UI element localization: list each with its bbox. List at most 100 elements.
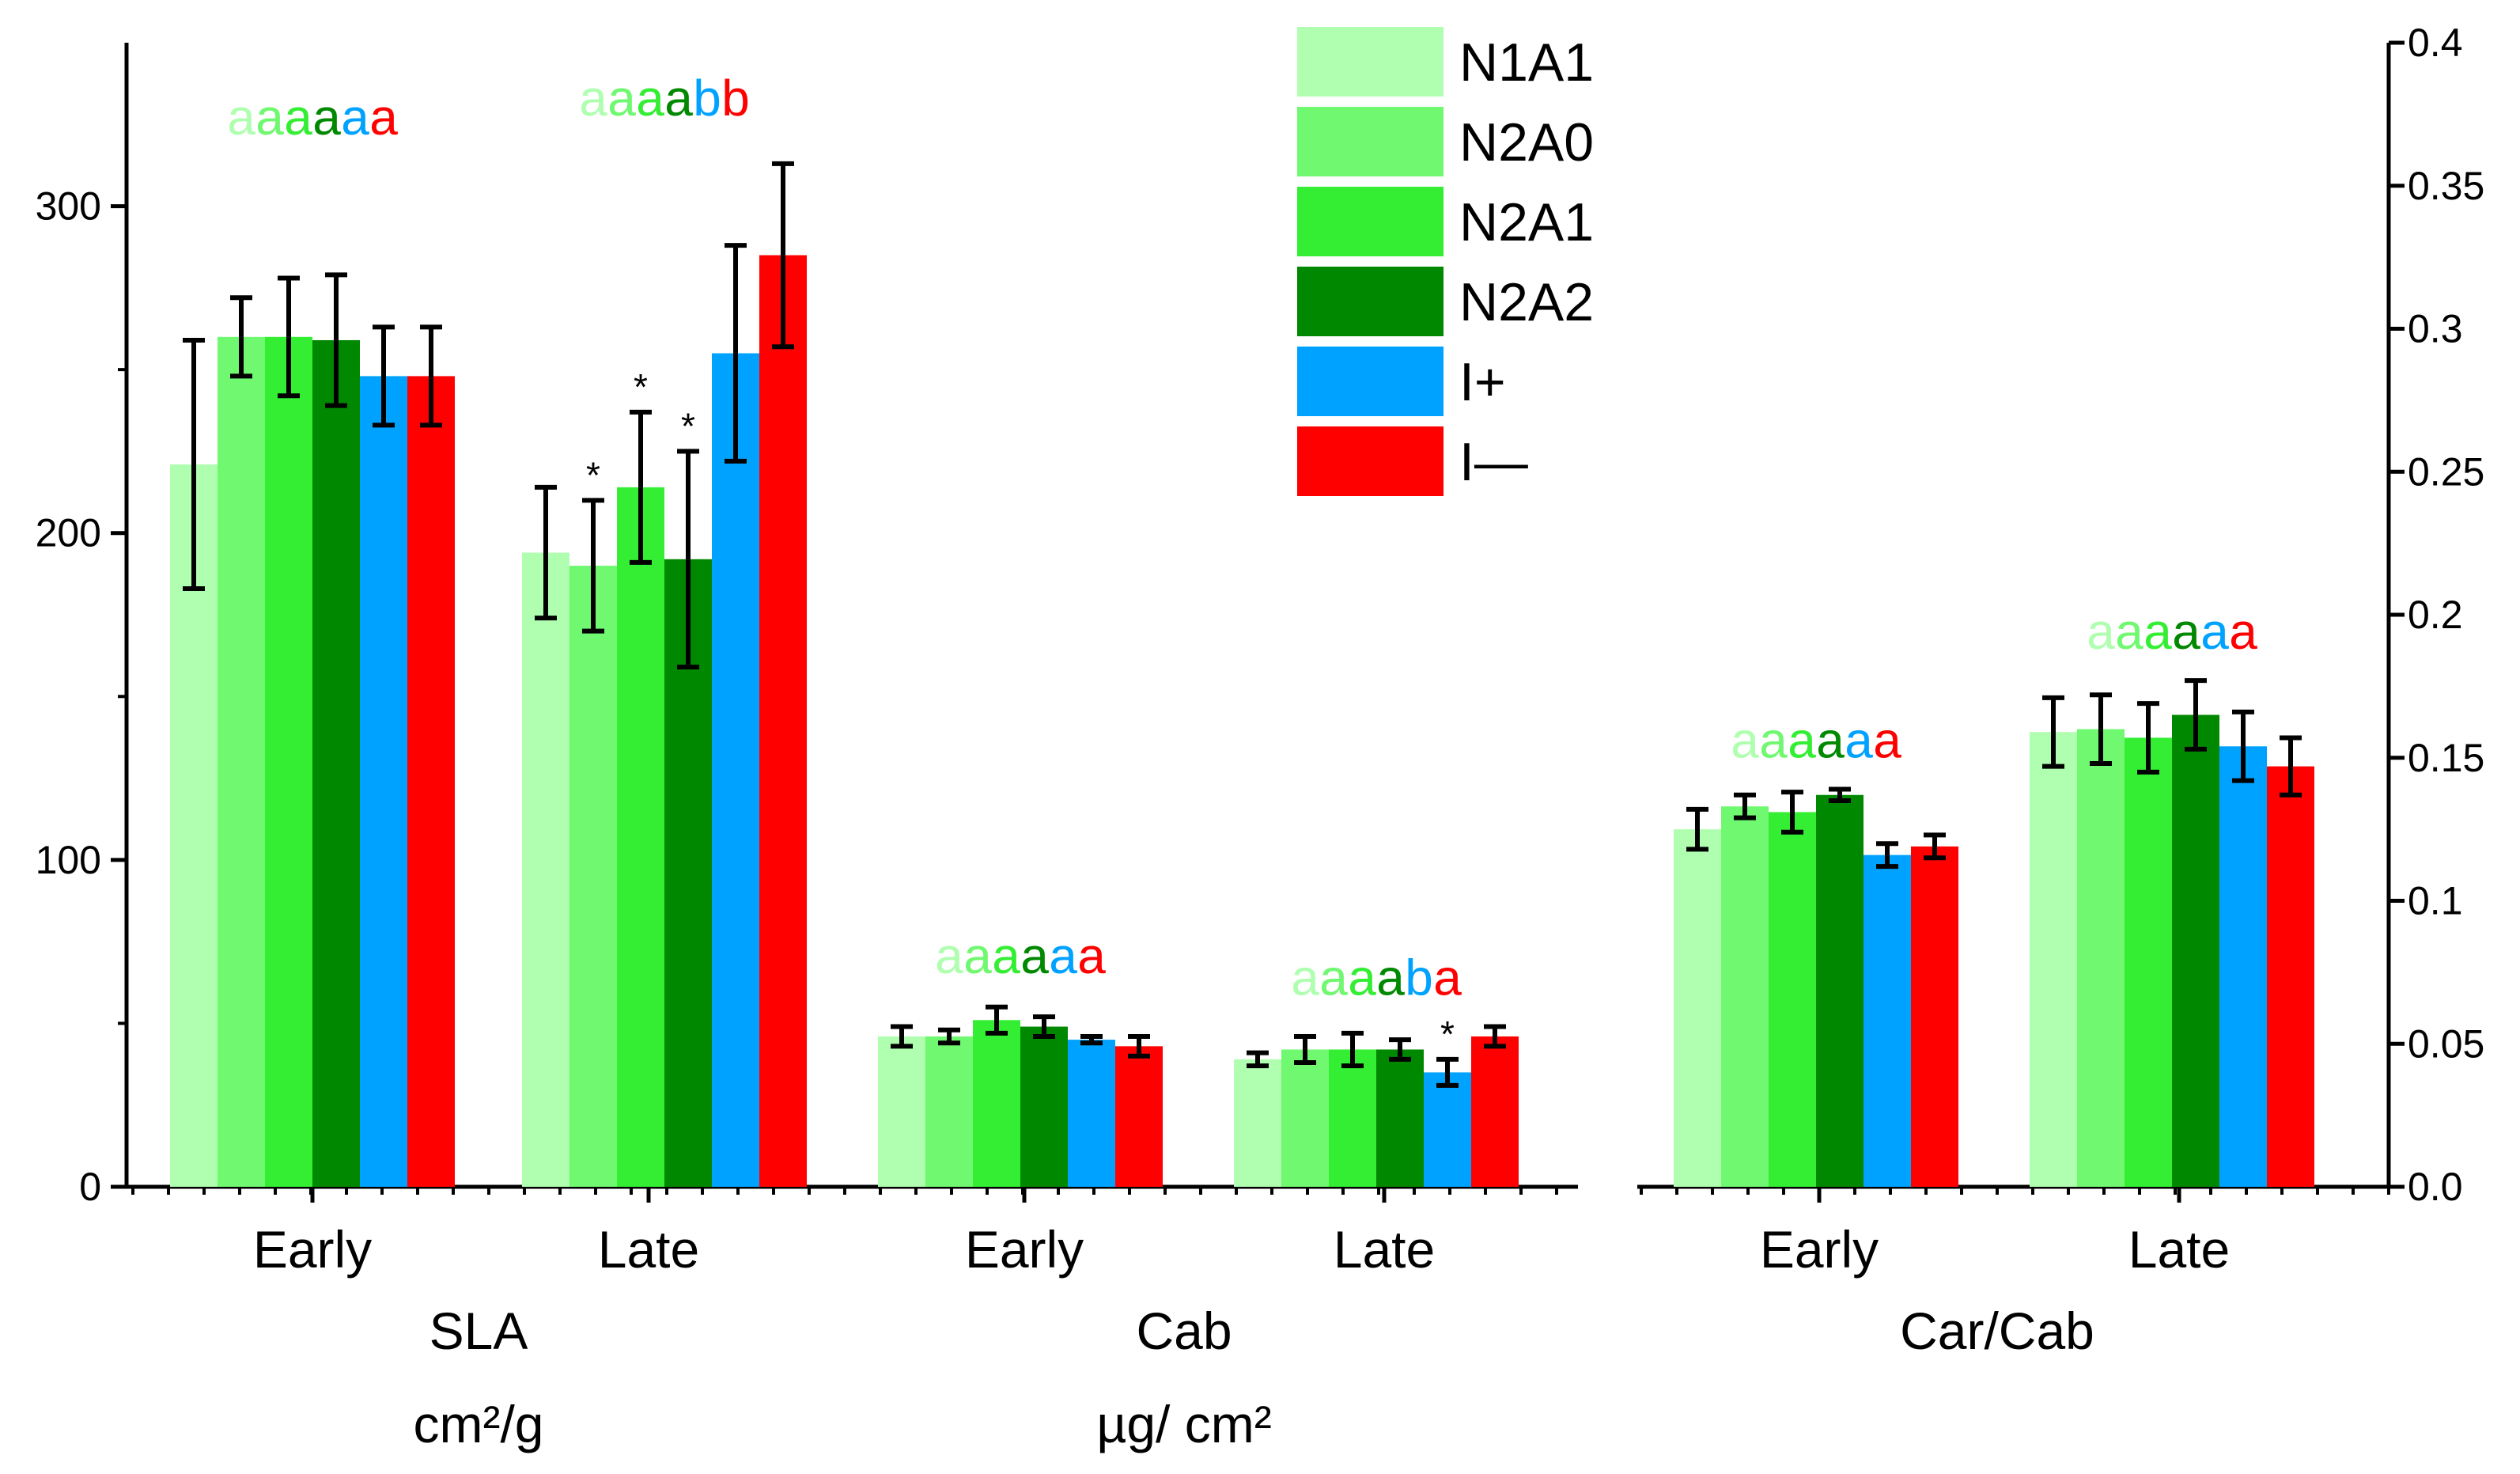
significance-letter: a <box>1049 927 1077 984</box>
significance-letter: a <box>1816 712 1845 769</box>
bar <box>2030 732 2077 1187</box>
group-unit: cm²/g <box>414 1395 544 1453</box>
significance-letter: a <box>1319 949 1348 1006</box>
significance-letter: a <box>1845 712 1873 769</box>
bar <box>2172 714 2219 1187</box>
significance-letter: a <box>2229 603 2257 660</box>
right-tick-label: 0.2 <box>2408 593 2463 637</box>
significance-letter: a <box>2087 603 2115 660</box>
bar <box>878 1036 925 1187</box>
bar <box>1424 1072 1471 1187</box>
significance-letter: a <box>1376 949 1405 1006</box>
legend-swatch <box>1297 187 1444 256</box>
significance-letter: a <box>1077 927 1106 984</box>
significance-letter: a <box>2200 603 2229 660</box>
significance-star: * <box>1440 1014 1455 1055</box>
bar <box>1234 1059 1281 1187</box>
significance-letter: a <box>227 89 255 146</box>
axis-labels: Early Late SLA cm²/g Early Late Cab µg/ cm² Earl… <box>253 1220 2230 1453</box>
right-tick-label: 0.15 <box>2408 736 2484 780</box>
bar <box>1115 1046 1163 1187</box>
significance-letter: a <box>579 70 607 127</box>
significance-letter: b <box>1405 949 1433 1006</box>
bar <box>2125 737 2172 1187</box>
significance-letter: a <box>341 89 369 146</box>
significance-star: * <box>586 454 600 495</box>
significance-letter: a <box>1291 949 1319 1006</box>
right-tick-label: 0.3 <box>2408 307 2463 351</box>
significance-letter: a <box>935 927 963 984</box>
bar <box>1376 1049 1424 1187</box>
significance-letter: a <box>1020 927 1049 984</box>
error-bars <box>183 161 2302 1088</box>
category-label: Late <box>598 1220 699 1279</box>
significance-letter: a <box>963 927 992 984</box>
significance-letter: a <box>1731 712 1759 769</box>
bar <box>265 336 312 1187</box>
category-label: Early <box>253 1220 372 1279</box>
right-tick-label: 0.25 <box>2408 449 2484 494</box>
legend-swatch <box>1297 267 1444 336</box>
group-label: Car/Cab <box>1900 1302 2094 1360</box>
bar <box>1721 806 1769 1187</box>
significance-letter: a <box>607 70 636 127</box>
bar <box>2267 766 2314 1187</box>
significance-letter: a <box>636 70 664 127</box>
significance-letter: a <box>2115 603 2144 660</box>
significance-letters: a a a a a a***a a a a b ba a a a a a*a a a a b aa a a a a aa a a a a a <box>227 70 2257 1055</box>
legend-swatch <box>1297 107 1444 176</box>
legend-swatch <box>1297 347 1444 416</box>
significance-letter: a <box>1788 712 1816 769</box>
bar <box>360 376 407 1187</box>
bar <box>1471 1036 1519 1187</box>
legend-swatch <box>1297 426 1444 496</box>
bar <box>522 552 569 1187</box>
significance-letter: a <box>1873 712 1901 769</box>
left-tick-label: 200 <box>36 511 101 555</box>
legend-label: N1A1 <box>1459 32 1594 93</box>
significance-letter: a <box>1433 949 1462 1006</box>
category-label: Early <box>965 1220 1084 1279</box>
right-tick-label: 0.35 <box>2408 164 2484 208</box>
bar <box>312 339 360 1188</box>
bars <box>170 255 2314 1188</box>
bar <box>1769 812 1816 1187</box>
right-tick-label: 0.05 <box>2408 1021 2484 1066</box>
significance-letter: a <box>1759 712 1788 769</box>
bar <box>1816 794 1864 1187</box>
legend-swatch <box>1297 27 1444 97</box>
legend-label: I— <box>1459 432 1528 492</box>
significance-letter: b <box>693 70 721 127</box>
significance-letter: a <box>664 70 693 127</box>
significance-letter: b <box>721 70 750 127</box>
legend-label: I+ <box>1459 352 1506 412</box>
left-tick-label: 0 <box>79 1165 101 1209</box>
significance-letter: a <box>255 89 284 146</box>
category-label: Late <box>1334 1220 1435 1279</box>
significance-letter: a <box>312 89 341 146</box>
bar <box>2219 746 2267 1187</box>
significance-letter: a <box>369 89 398 146</box>
bar <box>617 487 664 1187</box>
bar <box>569 566 617 1187</box>
bar <box>712 353 759 1187</box>
bar <box>218 336 265 1187</box>
significance-star: * <box>634 366 648 407</box>
bar <box>2077 729 2125 1187</box>
group-label: Cab <box>1136 1302 1232 1360</box>
bar <box>759 255 807 1187</box>
right-tick-label: 0.1 <box>2408 879 2463 923</box>
significance-letter: a <box>284 89 312 146</box>
category-label: Early <box>1760 1220 1879 1279</box>
bar <box>1020 1026 1068 1187</box>
bar <box>1911 846 1958 1187</box>
bar <box>1864 854 1911 1187</box>
legend-label: N2A0 <box>1459 112 1594 172</box>
legend-label: N2A1 <box>1459 192 1594 252</box>
legend-label: N2A2 <box>1459 272 1594 332</box>
group-label: SLA <box>429 1302 528 1360</box>
category-label: Late <box>2128 1220 2230 1279</box>
significance-letter: a <box>992 927 1020 984</box>
right-tick-label: 0.0 <box>2408 1165 2463 1209</box>
significance-letter: a <box>1348 949 1376 1006</box>
